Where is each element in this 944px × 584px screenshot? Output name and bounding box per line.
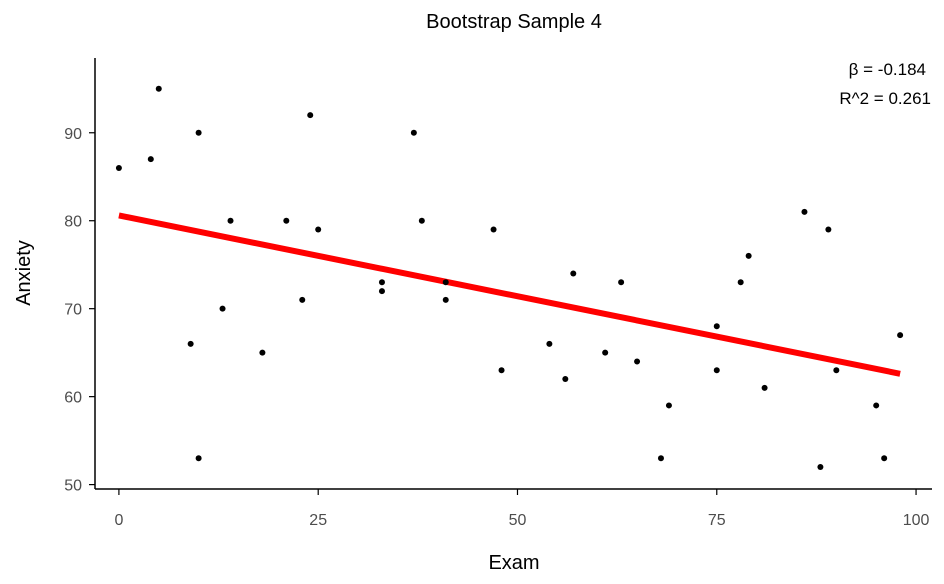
- data-point: [115, 164, 122, 171]
- fit-line-layer: [118, 212, 901, 377]
- regression-line: [118, 212, 901, 377]
- data-point: [602, 349, 609, 356]
- data-point: [155, 85, 162, 92]
- x-tick-label: 100: [903, 512, 930, 529]
- r-squared-annotation: R^2 = 0.261: [839, 89, 931, 108]
- data-point: [761, 384, 768, 391]
- data-point: [562, 376, 569, 383]
- data-point: [187, 340, 194, 347]
- data-point: [801, 208, 808, 215]
- data-point: [713, 323, 720, 330]
- data-point: [825, 226, 832, 233]
- data-point: [881, 455, 888, 462]
- data-point: [283, 217, 290, 224]
- data-point: [219, 305, 226, 312]
- data-point: [307, 112, 314, 119]
- data-point: [817, 464, 824, 471]
- y-tick-label: 80: [64, 214, 82, 231]
- x-tick-label: 0: [114, 512, 123, 529]
- x-tick-label: 75: [708, 512, 726, 529]
- data-point: [546, 340, 553, 347]
- data-point: [833, 367, 840, 374]
- data-point: [498, 367, 505, 374]
- data-point: [873, 402, 880, 409]
- data-point: [713, 367, 720, 374]
- data-point: [442, 279, 449, 286]
- x-tick-label: 25: [309, 512, 327, 529]
- y-tick-label: 60: [64, 390, 82, 407]
- data-point: [570, 270, 577, 277]
- data-point: [410, 129, 417, 136]
- plot-area: [115, 85, 904, 471]
- data-point: [897, 332, 904, 339]
- y-axis-title: Anxiety: [13, 240, 35, 306]
- y-tick-label: 90: [64, 126, 82, 143]
- data-point: [618, 279, 625, 286]
- data-point: [634, 358, 641, 365]
- data-point: [418, 217, 425, 224]
- data-point: [490, 226, 497, 233]
- points-layer: [115, 85, 904, 471]
- data-point: [227, 217, 234, 224]
- data-point: [665, 402, 672, 409]
- x-tick-label: 50: [509, 512, 527, 529]
- data-point: [147, 156, 154, 163]
- data-point: [315, 226, 322, 233]
- y-tick-label: 70: [64, 302, 82, 319]
- data-point: [442, 296, 449, 303]
- data-point: [195, 455, 202, 462]
- data-point: [737, 279, 744, 286]
- y-tick-label: 50: [64, 478, 82, 495]
- beta-annotation: β = -0.184: [849, 60, 926, 79]
- data-point: [745, 252, 752, 259]
- data-point: [259, 349, 266, 356]
- x-axis-title: Exam: [488, 552, 539, 574]
- data-point: [299, 296, 306, 303]
- chart-title: Bootstrap Sample 4: [426, 11, 602, 33]
- x-axis-ticks: 0 25 50 75 100: [114, 489, 930, 529]
- data-point: [195, 129, 202, 136]
- y-axis-ticks: 50 60 70 80 90: [64, 126, 95, 495]
- data-point: [657, 455, 664, 462]
- data-point: [378, 279, 385, 286]
- data-point: [378, 288, 385, 295]
